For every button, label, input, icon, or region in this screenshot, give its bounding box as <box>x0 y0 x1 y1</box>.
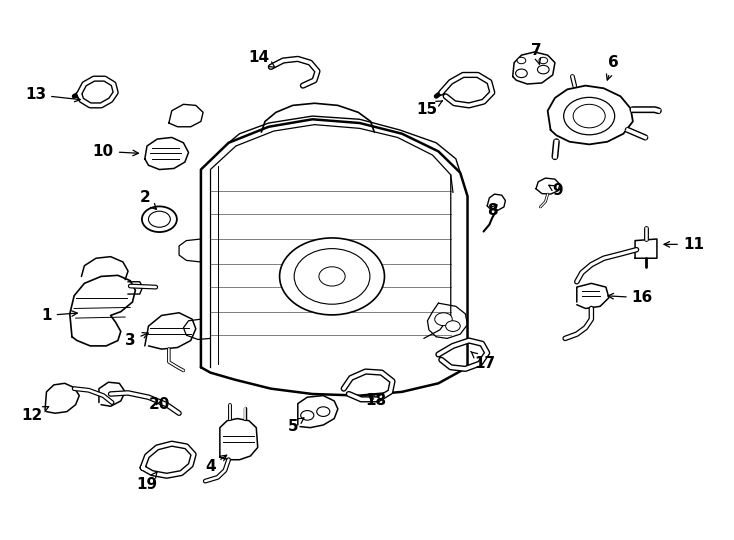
Text: 15: 15 <box>416 100 443 117</box>
Circle shape <box>539 57 548 64</box>
Circle shape <box>446 321 460 332</box>
Text: 5: 5 <box>288 418 304 434</box>
Text: 7: 7 <box>531 43 541 64</box>
Circle shape <box>515 69 527 78</box>
Circle shape <box>319 267 345 286</box>
Text: 12: 12 <box>21 407 48 423</box>
Text: 20: 20 <box>149 397 170 412</box>
Text: 17: 17 <box>470 352 495 371</box>
Text: 1: 1 <box>41 308 77 323</box>
Text: 13: 13 <box>25 87 80 102</box>
Text: 14: 14 <box>249 50 275 68</box>
Polygon shape <box>201 119 468 396</box>
Circle shape <box>573 104 606 128</box>
Text: 3: 3 <box>125 333 148 348</box>
Text: 18: 18 <box>366 394 386 408</box>
Text: 8: 8 <box>487 202 498 218</box>
Circle shape <box>280 238 385 315</box>
Text: 2: 2 <box>139 190 156 210</box>
Text: 6: 6 <box>606 55 619 80</box>
Text: 4: 4 <box>205 455 227 474</box>
Polygon shape <box>635 239 657 258</box>
Text: 19: 19 <box>137 472 158 492</box>
Circle shape <box>317 407 330 416</box>
Circle shape <box>517 57 526 64</box>
Circle shape <box>537 65 549 74</box>
Circle shape <box>435 313 452 326</box>
Circle shape <box>142 206 177 232</box>
Text: 9: 9 <box>549 184 563 198</box>
Text: 11: 11 <box>664 237 704 252</box>
Text: 16: 16 <box>608 291 653 305</box>
Circle shape <box>148 211 170 227</box>
Circle shape <box>301 410 314 420</box>
Circle shape <box>564 97 614 135</box>
Text: 10: 10 <box>92 144 139 159</box>
Circle shape <box>294 248 370 304</box>
